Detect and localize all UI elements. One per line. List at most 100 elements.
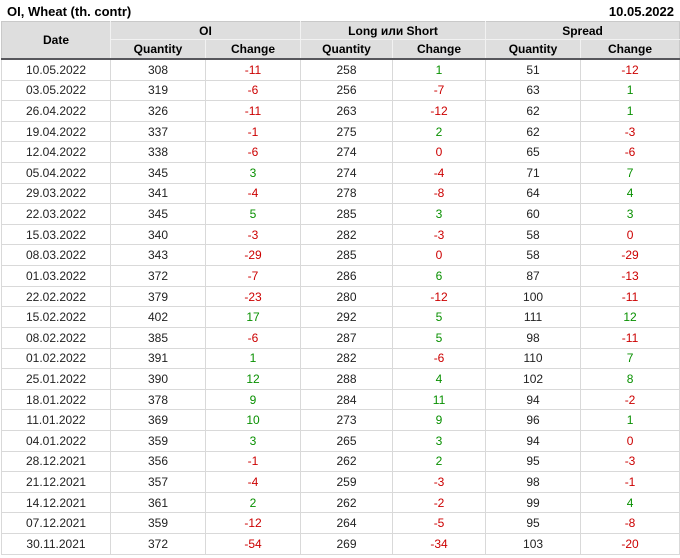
date-cell: 19.04.2022 <box>1 120 111 143</box>
quantity-cell: 319 <box>110 79 206 102</box>
quantity-cell: 110 <box>485 347 582 370</box>
table-row: 10.05.2022 308 -11 258 1 51 -12 <box>1 58 680 81</box>
change-cell: -1 <box>580 471 680 493</box>
change-cell: -8 <box>580 512 680 535</box>
quantity-cell: 372 <box>110 265 206 287</box>
quantity-cell: 402 <box>110 306 206 328</box>
change-cell: 1 <box>580 79 680 102</box>
change-cell: 7 <box>580 347 680 370</box>
date-cell: 26.04.2022 <box>1 100 111 122</box>
table-row: 11.01.2022 369 10 273 9 96 1 <box>1 409 680 431</box>
date-cell: 10.05.2022 <box>1 58 111 81</box>
change-cell: 17 <box>204 306 302 328</box>
table-row: 30.11.2021 372 -54 269 -34 103 -20 <box>1 533 680 555</box>
change-cell: -13 <box>580 265 680 287</box>
col-group-oi: OI <box>109 21 302 40</box>
change-cell: 11 <box>392 388 487 411</box>
change-cell: -3 <box>392 471 487 493</box>
quantity-cell: 111 <box>485 306 582 328</box>
quantity-cell: 94 <box>485 429 582 452</box>
date-cell: 15.02.2022 <box>1 306 111 328</box>
report-date: 10.05.2022 <box>608 3 674 19</box>
quantity-cell: 262 <box>300 450 394 473</box>
table-row: 08.03.2022 343 -29 285 0 58 -29 <box>1 244 680 267</box>
change-cell: 4 <box>392 368 487 390</box>
table-row: 25.01.2022 390 12 288 4 102 8 <box>1 368 680 390</box>
quantity-cell: 95 <box>485 450 582 473</box>
quantity-cell: 98 <box>485 471 582 493</box>
change-cell: 5 <box>204 203 302 225</box>
quantity-cell: 62 <box>485 100 582 122</box>
quantity-cell: 292 <box>300 306 394 328</box>
table-row: 14.12.2021 361 2 262 -2 99 4 <box>1 491 680 514</box>
col-header-oi-quantity: Quantity <box>110 39 206 60</box>
quantity-cell: 369 <box>110 409 206 431</box>
page-title: OI, Wheat (th. contr) <box>7 3 132 19</box>
table-row: 22.02.2022 379 -23 280 -12 100 -11 <box>1 285 680 308</box>
change-cell: -29 <box>580 244 680 267</box>
date-cell: 22.03.2022 <box>1 203 111 225</box>
change-cell: -12 <box>204 512 302 535</box>
quantity-cell: 95 <box>485 512 582 535</box>
table-row: 03.05.2022 319 -6 256 -7 63 1 <box>1 79 680 102</box>
change-cell: -6 <box>392 347 487 370</box>
date-cell: 28.12.2021 <box>1 450 111 473</box>
date-cell: 29.03.2022 <box>1 182 111 205</box>
change-cell: -12 <box>392 100 487 122</box>
quantity-cell: 274 <box>300 141 394 164</box>
change-cell: -11 <box>204 100 302 122</box>
change-cell: 2 <box>392 120 487 143</box>
change-cell: 3 <box>204 162 302 184</box>
change-cell: -11 <box>580 285 680 308</box>
table-row: 18.01.2022 378 9 284 11 94 -2 <box>1 388 680 411</box>
change-cell: -2 <box>580 388 680 411</box>
table-row: 19.04.2022 337 -1 275 2 62 -3 <box>1 120 680 143</box>
table-row: 26.04.2022 326 -11 263 -12 62 1 <box>1 100 680 122</box>
table-row: 15.03.2022 340 -3 282 -3 58 0 <box>1 223 680 246</box>
quantity-cell: 275 <box>300 120 394 143</box>
quantity-cell: 71 <box>485 162 582 184</box>
date-cell: 14.12.2021 <box>1 491 111 514</box>
change-cell: 6 <box>392 265 487 287</box>
quantity-cell: 343 <box>110 244 206 267</box>
quantity-cell: 62 <box>485 120 582 143</box>
change-cell: 0 <box>392 141 487 164</box>
change-cell: -29 <box>204 244 302 267</box>
quantity-cell: 60 <box>485 203 582 225</box>
change-cell: -11 <box>204 58 302 81</box>
table-row: 04.01.2022 359 3 265 3 94 0 <box>1 429 680 452</box>
change-cell: -3 <box>392 223 487 246</box>
col-header-longshort-quantity: Quantity <box>300 39 394 60</box>
change-cell: 8 <box>580 368 680 390</box>
col-header-spread-quantity: Quantity <box>485 39 582 60</box>
change-cell: 5 <box>392 326 487 349</box>
quantity-cell: 96 <box>485 409 582 431</box>
change-cell: -4 <box>392 162 487 184</box>
date-cell: 12.04.2022 <box>1 141 111 164</box>
quantity-cell: 285 <box>300 244 394 267</box>
quantity-cell: 308 <box>110 58 206 81</box>
quantity-cell: 372 <box>110 533 206 555</box>
change-cell: -20 <box>580 533 680 555</box>
quantity-cell: 280 <box>300 285 394 308</box>
date-cell: 03.05.2022 <box>1 79 111 102</box>
change-cell: 5 <box>392 306 487 328</box>
change-cell: -1 <box>204 450 302 473</box>
change-cell: 1 <box>204 347 302 370</box>
change-cell: 4 <box>580 182 680 205</box>
quantity-cell: 102 <box>485 368 582 390</box>
quantity-cell: 341 <box>110 182 206 205</box>
change-cell: -7 <box>392 79 487 102</box>
date-cell: 30.11.2021 <box>1 533 111 555</box>
quantity-cell: 58 <box>485 223 582 246</box>
change-cell: 9 <box>392 409 487 431</box>
change-cell: -3 <box>204 223 302 246</box>
table-row: 28.12.2021 356 -1 262 2 95 -3 <box>1 450 680 473</box>
change-cell: 1 <box>392 58 487 81</box>
quantity-cell: 94 <box>485 388 582 411</box>
change-cell: 4 <box>580 491 680 514</box>
change-cell: 0 <box>392 244 487 267</box>
table-row: 01.02.2022 391 1 282 -6 110 7 <box>1 347 680 370</box>
change-cell: -1 <box>204 120 302 143</box>
table-row: 08.02.2022 385 -6 287 5 98 -11 <box>1 326 680 349</box>
